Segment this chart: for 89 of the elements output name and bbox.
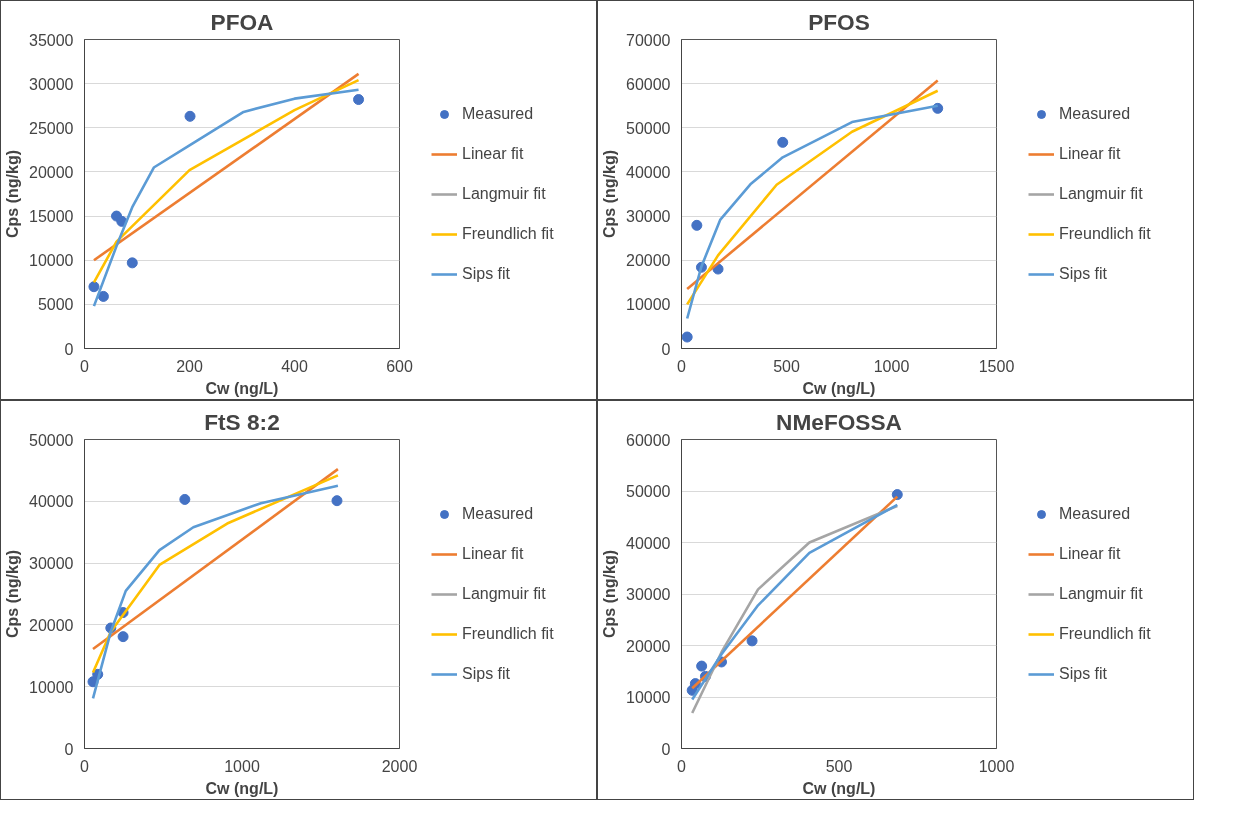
y-axis-title: Cps (ng/kg): [4, 550, 22, 638]
y-tick-label: 25000: [29, 119, 74, 137]
legend-label: Sips fit: [1059, 264, 1108, 283]
legend-label: Linear fit: [1059, 144, 1121, 163]
y-tick-label: 35000: [29, 31, 74, 49]
y-tick-label: 0: [64, 340, 74, 358]
point: [777, 136, 789, 148]
chart-title: PFOS: [808, 8, 870, 35]
y-tick-label: 50000: [626, 483, 671, 500]
x-axis-title: Cw (ng/L): [205, 379, 279, 397]
x-tick-label: 0: [677, 357, 687, 375]
legend-label: Freundlich fit: [462, 224, 554, 243]
x-tick-label: 1000: [873, 357, 910, 375]
point: [746, 635, 758, 647]
y-tick-label: 30000: [626, 208, 671, 226]
y-tick-label: 0: [64, 740, 74, 758]
legend-label: Freundlich fit: [462, 624, 554, 643]
legend-label: Langmuir fit: [1059, 184, 1143, 203]
legend-label: Sips fit: [462, 664, 511, 683]
legend-label: Linear fit: [462, 544, 524, 563]
x-tick-label: 0: [80, 757, 90, 775]
x-tick-label: 600: [386, 357, 413, 375]
legend-label: Linear fit: [1059, 544, 1121, 563]
point: [117, 631, 129, 643]
x-tick-label: 0: [80, 357, 90, 375]
y-tick-label: 60000: [626, 75, 671, 93]
legend-label: Freundlich fit: [1059, 224, 1151, 243]
point: [681, 331, 693, 343]
point: [184, 110, 196, 122]
point: [691, 219, 703, 231]
point: [331, 495, 343, 507]
y-axis-title: Cps (ng/kg): [601, 550, 619, 638]
x-tick-label: 500: [825, 757, 853, 775]
x-tick-label: 400: [281, 357, 308, 375]
y-tick-label: 20000: [29, 616, 74, 634]
y-tick-label: 40000: [626, 163, 671, 181]
x-tick-label: 200: [176, 357, 203, 375]
point: [696, 660, 708, 672]
x-tick-label: 0: [677, 757, 687, 775]
y-tick-label: 0: [661, 740, 671, 758]
point: [97, 290, 109, 302]
legend-label: Measured: [1059, 104, 1131, 123]
y-tick-label: 30000: [29, 555, 74, 573]
x-tick-label: 500: [773, 357, 800, 375]
x-tick-label: 1000: [224, 757, 260, 775]
legend-label: Sips fit: [1059, 664, 1108, 683]
y-axis-title: Cps (ng/kg): [4, 150, 22, 238]
chart-title: PFOA: [210, 8, 274, 35]
legend-label: Measured: [462, 104, 534, 123]
legend-label: Langmuir fit: [1059, 584, 1143, 603]
y-tick-label: 40000: [29, 493, 74, 511]
legend-label: Linear fit: [462, 144, 524, 163]
legend-label: Langmuir fit: [462, 184, 546, 203]
y-tick-label: 20000: [29, 163, 74, 181]
x-axis-title: Cw (ng/L): [802, 379, 876, 397]
x-tick-label: 2000: [381, 757, 418, 775]
point: [179, 493, 191, 505]
y-axis-title: Cps (ng/kg): [601, 150, 619, 238]
x-axis-title: Cw (ng/L): [205, 779, 279, 797]
line-series: [91, 484, 340, 700]
chart-title: FtS 8:2: [204, 408, 280, 435]
y-tick-label: 5000: [37, 296, 74, 314]
legend-label: Sips fit: [462, 264, 511, 283]
legend-label: Measured: [1059, 504, 1131, 523]
x-tick-label: 1000: [978, 757, 1015, 775]
legend-label: Langmuir fit: [462, 584, 546, 603]
y-tick-label: 0: [661, 340, 671, 358]
y-tick-label: 50000: [626, 119, 671, 137]
x-axis-title: Cw (ng/L): [802, 779, 876, 797]
x-tick-label: 1500: [978, 357, 1015, 375]
y-tick-label: 70000: [626, 31, 671, 49]
y-tick-label: 20000: [626, 252, 671, 270]
y-tick-label: 15000: [29, 208, 74, 226]
point: [88, 281, 100, 293]
point: [126, 257, 138, 269]
y-tick-label: 10000: [29, 252, 74, 270]
y-tick-label: 10000: [626, 689, 671, 706]
chart-title: NMeFOSSA: [776, 408, 902, 435]
y-tick-label: 10000: [29, 678, 74, 696]
y-tick-label: 60000: [626, 431, 671, 449]
legend-label: Freundlich fit: [1059, 624, 1151, 643]
y-tick-label: 30000: [626, 586, 671, 603]
point: [353, 94, 365, 106]
y-tick-label: 30000: [29, 75, 74, 93]
y-tick-label: 50000: [29, 431, 74, 449]
legend-label: Measured: [462, 504, 534, 523]
y-tick-label: 40000: [626, 534, 671, 552]
y-tick-label: 10000: [626, 296, 671, 314]
y-tick-label: 20000: [626, 637, 671, 655]
